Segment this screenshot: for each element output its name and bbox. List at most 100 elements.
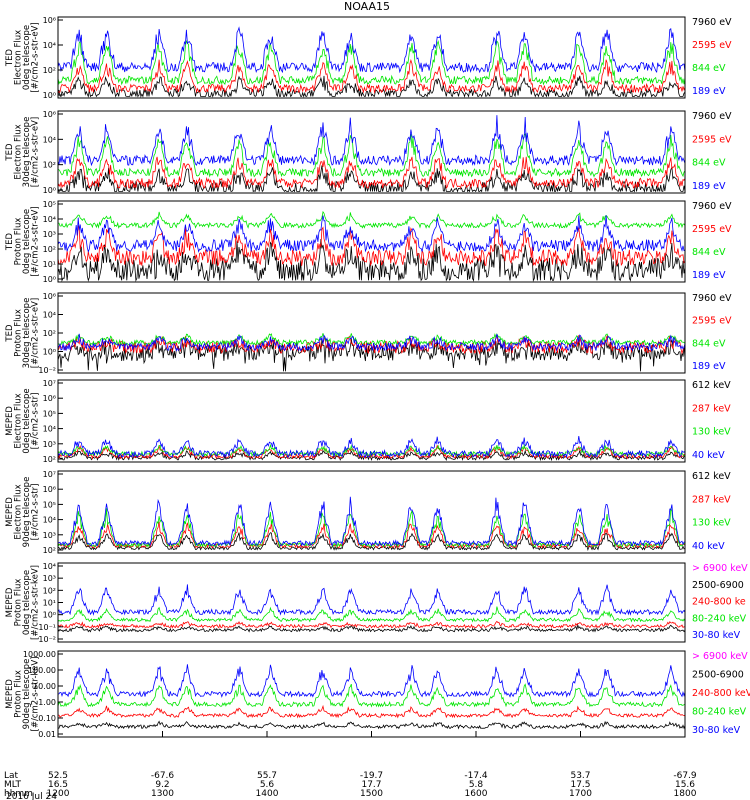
y-tick-label: 10⁰ bbox=[43, 275, 56, 284]
y-tick-label: 10² bbox=[43, 161, 56, 170]
x-row-label: hhmm bbox=[4, 789, 33, 799]
legend-entry: 844 eV bbox=[692, 63, 726, 74]
y-tick-label: 10³ bbox=[43, 531, 56, 540]
y-axis-label-line: Electron Flux bbox=[14, 393, 24, 448]
x-tick-label: 53.7 bbox=[570, 771, 590, 781]
x-tick-label: -17.4 bbox=[464, 771, 488, 781]
legend-entry: 844 eV bbox=[692, 247, 726, 258]
y-axis-label-line: 30deg telescope bbox=[22, 298, 32, 369]
y-tick-label: 10⁴ bbox=[43, 215, 56, 224]
green-trace bbox=[58, 210, 685, 229]
y-tick-label: 10³ bbox=[43, 230, 56, 239]
y-axis-label-line: Electron Flux bbox=[14, 124, 24, 179]
panel-frame bbox=[57, 470, 686, 554]
x-row-label: Lat bbox=[4, 771, 19, 781]
legend-entry: 189 eV bbox=[692, 86, 726, 97]
red-trace bbox=[58, 704, 685, 719]
y-tick-label: 10⁴ bbox=[43, 135, 56, 144]
y-axis-label-line: 0deg telescope bbox=[22, 388, 32, 453]
y-axis-label-line: Proton Flux bbox=[14, 579, 24, 627]
y-axis-label-line: MEPED bbox=[5, 406, 15, 436]
y-tick-label: 10⁻² bbox=[38, 635, 56, 644]
y-tick-label: 10⁵ bbox=[43, 409, 56, 418]
y-axis-label-line: MEPED bbox=[5, 587, 15, 617]
panel-traces bbox=[58, 26, 685, 98]
blue-trace bbox=[58, 115, 685, 167]
panel-traces bbox=[58, 332, 685, 372]
legend-entry: 40 keV bbox=[692, 541, 725, 552]
black-trace bbox=[58, 532, 685, 552]
red-trace bbox=[58, 59, 685, 94]
legend-entry: 2595 eV bbox=[692, 40, 732, 51]
x-tick-label: 1300 bbox=[151, 789, 174, 799]
y-axis-label-line: TED bbox=[5, 324, 15, 343]
legend-entry: 240-800 keV bbox=[692, 688, 750, 699]
legend-entry: 30-80 keV bbox=[692, 725, 741, 736]
blue-trace bbox=[58, 435, 685, 459]
y-axis-label-line: TED bbox=[5, 143, 15, 162]
panel-frame bbox=[57, 200, 686, 283]
x-tick-label: -67.9 bbox=[673, 771, 697, 781]
y-tick-label: 10⁷ bbox=[43, 379, 56, 388]
panel-traces bbox=[58, 210, 685, 282]
y-tick-label: 1.00 bbox=[38, 698, 56, 707]
x-tick-label: 1400 bbox=[256, 789, 279, 799]
y-axis-label-line: Proton Flux bbox=[14, 309, 24, 357]
y-tick-label: 0.10 bbox=[38, 714, 56, 723]
x-tick-label: 16.5 bbox=[48, 780, 68, 790]
panel-frame bbox=[57, 379, 686, 463]
legend-entry: 612 keV bbox=[692, 380, 731, 391]
y-tick-label: 10² bbox=[43, 455, 56, 464]
blue-trace bbox=[58, 215, 685, 253]
x-tick-label: 55.7 bbox=[257, 771, 277, 781]
y-tick-label: 10⁶ bbox=[43, 110, 56, 119]
y-axis-label-line: Proton Flux bbox=[14, 218, 24, 266]
y-axis-label-line: Electron Flux bbox=[14, 30, 24, 85]
x-tick-label: 17.5 bbox=[570, 780, 590, 790]
chart-title: NOAA15 bbox=[344, 0, 390, 13]
y-tick-label: 10⁻² bbox=[38, 366, 56, 375]
y-tick-label: 10⁷ bbox=[43, 470, 56, 479]
y-tick-label: 10⁶ bbox=[43, 292, 56, 301]
y-axis-label-line: [#/cm2-s-str-eV] bbox=[31, 117, 41, 187]
x-tick-label: 17.7 bbox=[361, 780, 381, 790]
y-axis-label-line: 0deg telescope bbox=[22, 570, 32, 635]
x-tick-label: 9.2 bbox=[155, 780, 169, 790]
legend-entry: 612 keV bbox=[692, 471, 731, 482]
y-axis-label-line: [#/cm2-s-str-eV] bbox=[31, 298, 41, 368]
blue-trace bbox=[58, 333, 685, 352]
y-axis-label-line: [#/cm2-s-str-keV] bbox=[31, 565, 41, 640]
y-axis-label-line: [#/cm2-s-str-eV] bbox=[31, 22, 41, 92]
y-tick-label: 10² bbox=[43, 66, 56, 75]
x-tick-label: 5.6 bbox=[260, 780, 275, 790]
y-axis-label-line: MEPED bbox=[5, 497, 15, 527]
y-axis-label-line: TED bbox=[5, 232, 15, 251]
y-axis-label-line: [#/cm2-s-str] bbox=[31, 393, 41, 450]
y-axis-label-line: Proton Flux bbox=[14, 670, 24, 718]
x-row-label: MLT bbox=[4, 780, 22, 790]
blue-trace bbox=[58, 584, 685, 616]
y-tick-label: 10⁴ bbox=[43, 562, 56, 571]
x-tick-label: -67.6 bbox=[151, 771, 175, 781]
y-tick-label: 10⁰ bbox=[43, 186, 56, 195]
y-axis-label-line: 0deg telescope bbox=[22, 209, 32, 274]
legend-entry: 189 eV bbox=[692, 181, 726, 192]
legend-entry: 844 eV bbox=[692, 158, 726, 169]
legend-entry: > 6900 keV bbox=[692, 651, 748, 662]
panel-8: 1000.00 100.00 10.00 1.00 0.10 0.01 MEPEDProto… bbox=[5, 650, 750, 739]
y-tick-label: 10² bbox=[43, 546, 56, 555]
green-trace bbox=[58, 133, 685, 178]
y-axis-label-line: MEPED bbox=[5, 679, 15, 709]
x-tick-label: 1800 bbox=[674, 789, 697, 799]
red-trace bbox=[58, 156, 685, 189]
y-tick-label: 10² bbox=[43, 245, 56, 254]
y-tick-label: 10¹ bbox=[43, 260, 56, 269]
legend-entry: 30-80 keV bbox=[692, 630, 741, 641]
y-tick-label: 1000.00 bbox=[23, 650, 56, 659]
